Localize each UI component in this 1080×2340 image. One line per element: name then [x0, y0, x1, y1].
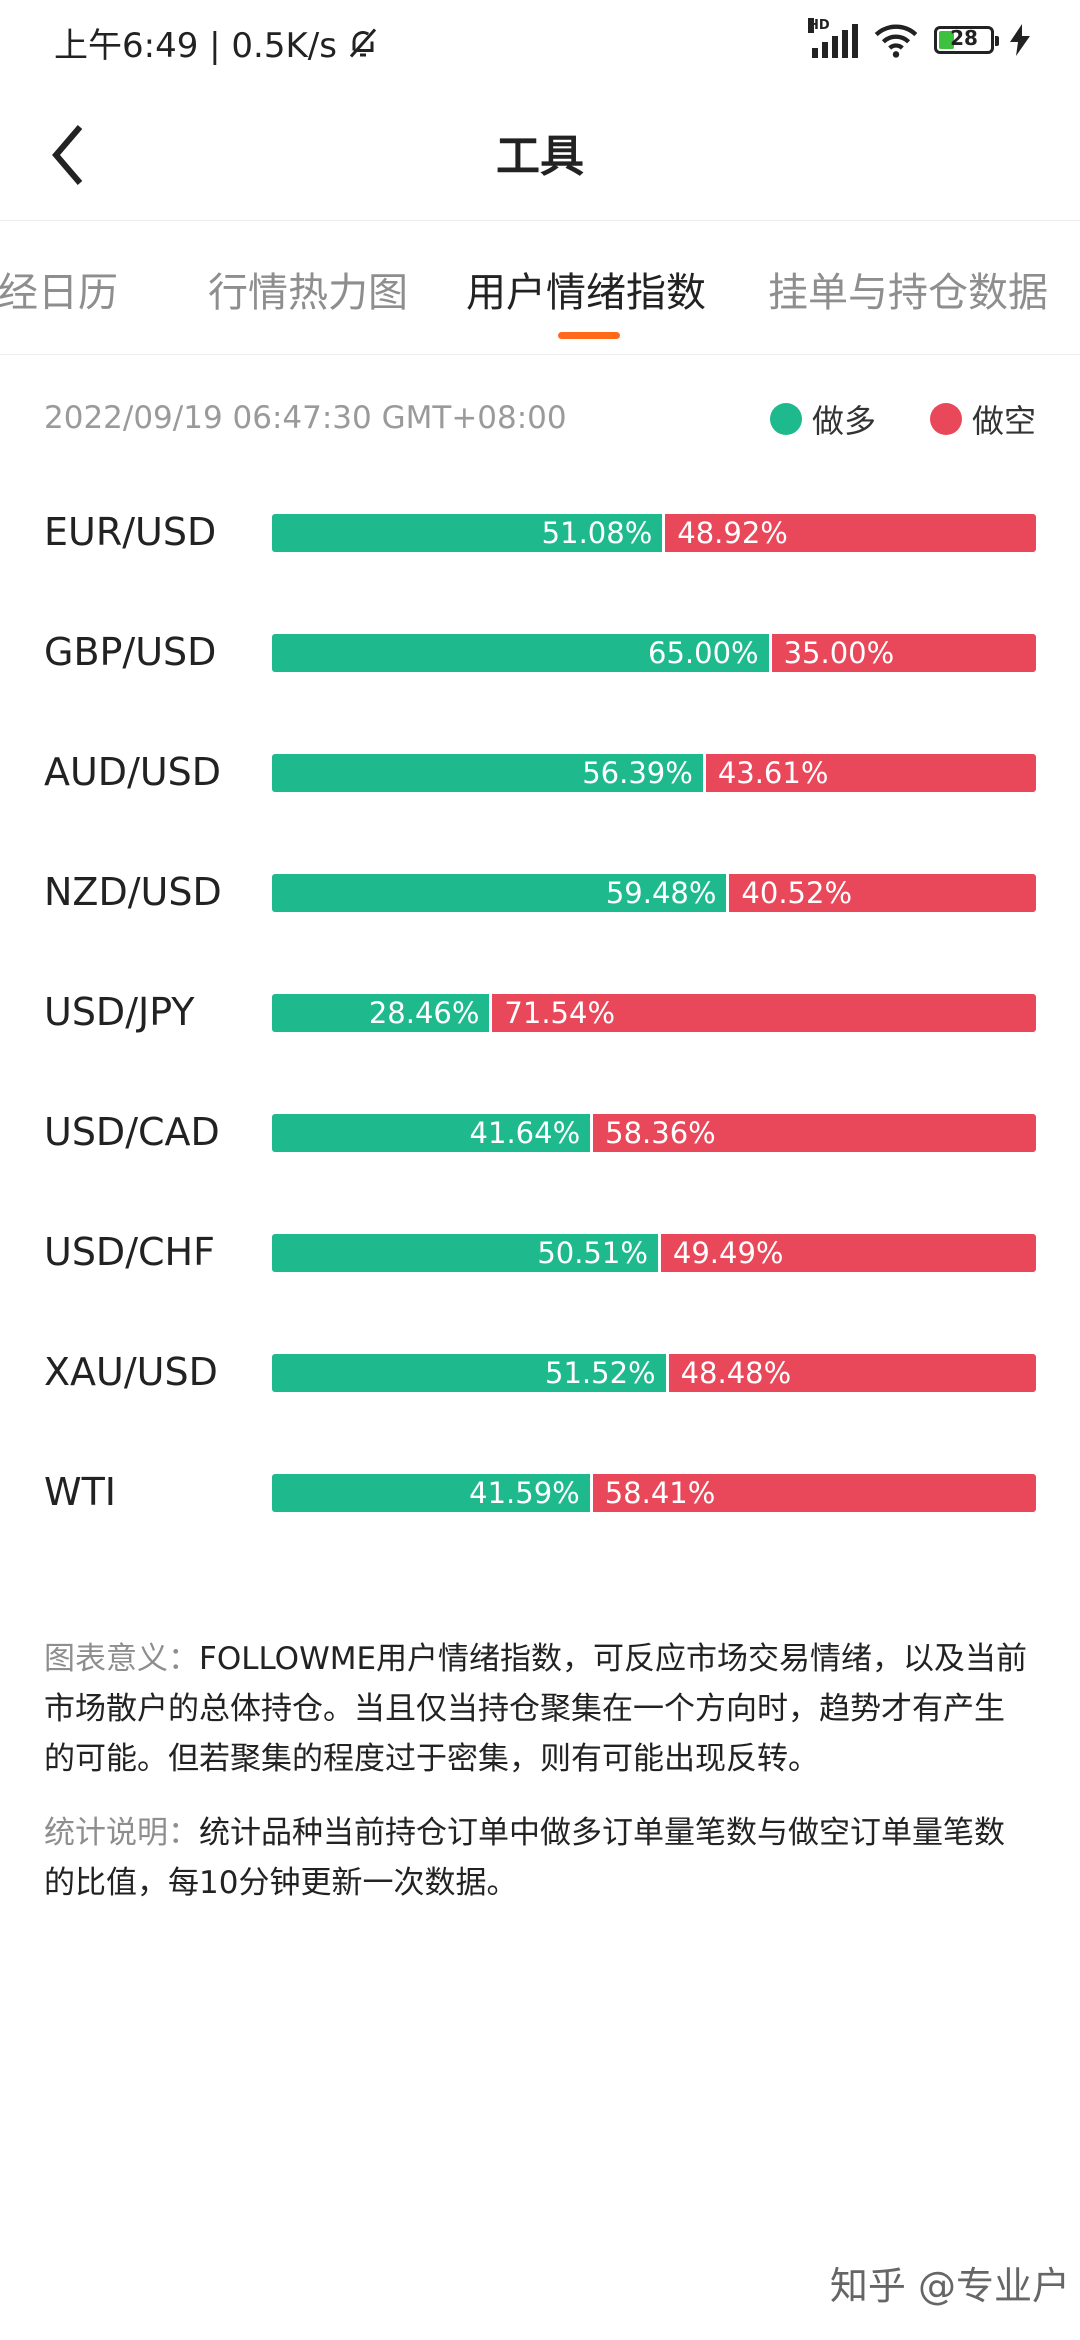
sentiment-row: XAU/USD 51.52% 48.48%	[0, 1344, 1080, 1404]
legend-short-label: 做空	[972, 402, 1037, 440]
symbol-label: NZD/USD	[44, 870, 222, 914]
long-segment: 59.48%	[272, 874, 727, 912]
back-button[interactable]	[40, 115, 100, 195]
active-tab-indicator	[558, 332, 620, 339]
short-segment: 48.48%	[665, 1354, 1036, 1392]
battery-level: 28	[950, 26, 978, 50]
sentiment-bar: 56.39% 43.61%	[272, 754, 1036, 792]
long-segment: 41.64%	[272, 1114, 591, 1152]
sentiment-row: USD/JPY 28.46% 71.54%	[0, 984, 1080, 1044]
sentiment-row: NZD/USD 59.48% 40.52%	[0, 864, 1080, 924]
long-segment: 65.00%	[272, 634, 769, 672]
legend-long: 做多	[770, 396, 876, 442]
symbol-label: WTI	[44, 1470, 116, 1514]
short-segment: 40.52%	[726, 874, 1036, 912]
short-segment: 58.36%	[590, 1114, 1036, 1152]
symbol-label: USD/CAD	[44, 1110, 220, 1154]
symbol-label: EUR/USD	[44, 510, 217, 554]
stats-note: 统计说明：统计品种当前持仓订单中做多订单量笔数与做空订单量笔数的比值，每10分钟…	[44, 1808, 1034, 1908]
status-right: HD 28	[808, 18, 1030, 58]
symbol-label: AUD/USD	[44, 750, 222, 794]
status-bar: 上午6:49 | 0.5K/s HD 28	[0, 0, 1080, 90]
status-time: 上午6:49 | 0.5K/s	[54, 26, 337, 66]
charging-icon	[1010, 24, 1030, 56]
sentiment-bar: 41.64% 58.36%	[272, 1114, 1036, 1152]
tab-bar: 财经日历 行情热力图 用户情绪指数 挂单与持仓数据	[0, 220, 1080, 355]
sentiment-row: USD/CHF 50.51% 49.49%	[0, 1224, 1080, 1284]
short-segment: 49.49%	[657, 1234, 1036, 1272]
sentiment-row: EUR/USD 51.08% 48.92%	[0, 504, 1080, 564]
tab-orders-positions[interactable]: 挂单与持仓数据	[768, 270, 1048, 316]
page-title: 工具	[496, 131, 584, 182]
sentiment-bar: 51.52% 48.48%	[272, 1354, 1036, 1392]
sentiment-bar: 65.00% 35.00%	[272, 634, 1036, 672]
status-left: 上午6:49 | 0.5K/s	[54, 18, 381, 67]
short-segment: 43.61%	[702, 754, 1036, 792]
short-segment: 71.54%	[489, 994, 1036, 1032]
sentiment-bar: 59.48% 40.52%	[272, 874, 1036, 912]
bell-off-icon	[349, 28, 377, 57]
long-segment: 51.52%	[272, 1354, 666, 1392]
network-type: HD	[808, 18, 830, 33]
sentiment-row: USD/CAD 41.64% 58.36%	[0, 1104, 1080, 1164]
meaning-label: 图表意义：	[44, 1641, 199, 1677]
short-dot-icon	[930, 403, 962, 435]
short-segment: 48.92%	[662, 514, 1036, 552]
symbol-label: USD/JPY	[44, 990, 195, 1034]
long-segment: 41.59%	[272, 1474, 590, 1512]
stats-label: 统计说明：	[44, 1815, 199, 1851]
short-segment: 35.00%	[768, 634, 1036, 672]
sentiment-row: AUD/USD 56.39% 43.61%	[0, 744, 1080, 804]
back-arrow-icon	[52, 125, 83, 185]
update-timestamp: 2022/09/19 06:47:30 GMT+08:00	[44, 400, 567, 436]
symbol-label: XAU/USD	[44, 1350, 218, 1394]
long-segment: 56.39%	[272, 754, 703, 792]
sentiment-bar: 41.59% 58.41%	[272, 1474, 1036, 1512]
signal-icon: HD	[808, 18, 858, 58]
watermark: 知乎 @专业户	[829, 2264, 1070, 2308]
sentiment-bar: 28.46% 71.54%	[272, 994, 1036, 1032]
sentiment-row: GBP/USD 65.00% 35.00%	[0, 624, 1080, 684]
symbol-label: GBP/USD	[44, 630, 217, 674]
stats-text: 统计品种当前持仓订单中做多订单量笔数与做空订单量笔数的比值，每10分钟更新一次数…	[44, 1815, 1005, 1901]
sentiment-row: WTI 41.59% 58.41%	[0, 1464, 1080, 1524]
short-segment: 58.41%	[589, 1474, 1036, 1512]
chart-meaning-note: 图表意义：FOLLOWME用户情绪指数，可反应市场交易情绪，以及当前市场散户的总…	[44, 1634, 1034, 1784]
app-header: 工具	[0, 90, 1080, 221]
sentiment-bar: 51.08% 48.92%	[272, 514, 1036, 552]
long-dot-icon	[770, 403, 802, 435]
symbol-label: USD/CHF	[44, 1230, 215, 1274]
long-segment: 51.08%	[272, 514, 663, 552]
tab-economic-calendar[interactable]: 财经日历	[0, 270, 118, 316]
meaning-text: FOLLOWME用户情绪指数，可反应市场交易情绪，以及当前市场散户的总体持仓。当…	[44, 1641, 1028, 1777]
tab-heatmap[interactable]: 行情热力图	[208, 270, 408, 316]
long-segment: 50.51%	[272, 1234, 658, 1272]
sentiment-bar: 50.51% 49.49%	[272, 1234, 1036, 1272]
wifi-icon	[874, 24, 918, 58]
long-segment: 28.46%	[272, 994, 490, 1032]
legend-short: 做空	[930, 396, 1036, 442]
battery-icon: 28	[934, 26, 999, 54]
tab-sentiment-index[interactable]: 用户情绪指数	[466, 270, 706, 316]
legend-long-label: 做多	[812, 402, 877, 440]
